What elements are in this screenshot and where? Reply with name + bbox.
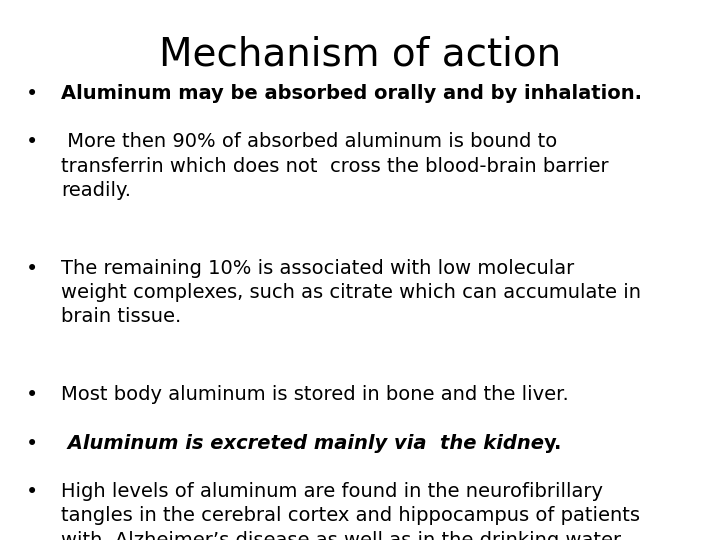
- Text: •: •: [26, 132, 39, 152]
- Text: •: •: [26, 259, 39, 279]
- Text: High levels of aluminum are found in the neurofibrillary
tangles in the cerebral: High levels of aluminum are found in the…: [61, 482, 640, 540]
- Text: The remaining 10% is associated with low molecular
weight complexes, such as cit: The remaining 10% is associated with low…: [61, 259, 642, 326]
- Text: Aluminum is excreted mainly via  the kidne: Aluminum is excreted mainly via the kidn…: [61, 434, 544, 453]
- Text: •: •: [26, 434, 39, 454]
- Text: •: •: [26, 385, 39, 405]
- Text: Mechanism of action: Mechanism of action: [159, 35, 561, 73]
- Text: Most body aluminum is stored in bone and the liver.: Most body aluminum is stored in bone and…: [61, 385, 569, 404]
- Text: •: •: [26, 84, 39, 104]
- Text: Aluminum may be absorbed orally and by inhalation.: Aluminum may be absorbed orally and by i…: [61, 84, 642, 103]
- Text: More then 90% of absorbed aluminum is bound to
transferrin which does not  cross: More then 90% of absorbed aluminum is bo…: [61, 132, 609, 200]
- Text: y.: y.: [544, 434, 562, 453]
- Text: •: •: [26, 482, 39, 502]
